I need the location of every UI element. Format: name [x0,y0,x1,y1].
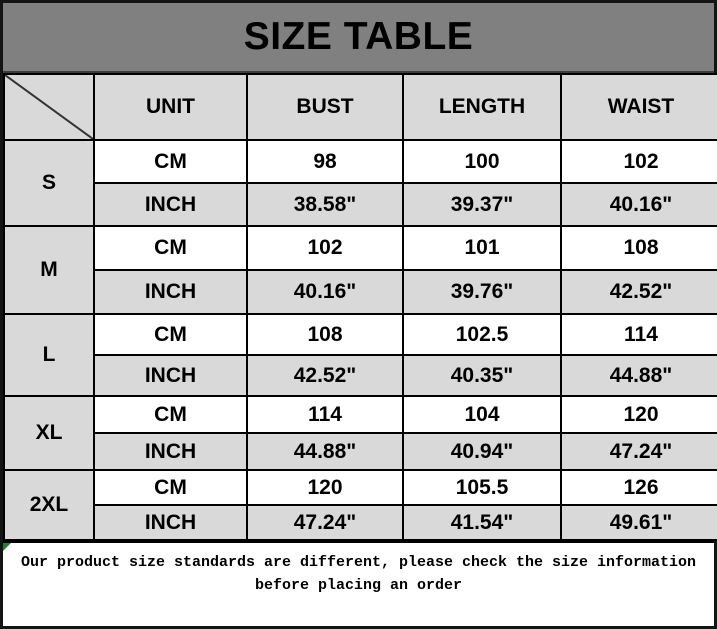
size-note-text: Our product size standards are different… [20,554,697,595]
column-header-waist: WAIST [560,73,717,141]
l-cm-waist: 114 [560,313,717,356]
m-cm-bust: 102 [246,225,404,271]
size-label-s: S [3,139,95,227]
2xl-cm-unit: CM [93,469,248,506]
2xl-inch-length: 41.54" [402,504,562,541]
m-cm-unit: CM [93,225,248,271]
2xl-inch-bust: 47.24" [246,504,404,541]
l-cm-unit: CM [93,313,248,356]
xl-inch-unit: INCH [93,432,248,471]
row-m-cm: M CM 102 101 108 [3,225,717,315]
xl-cm-bust: 114 [246,395,404,434]
m-inch-bust: 40.16" [246,269,404,315]
s-inch-unit: INCH [93,182,248,227]
row-2xl-inch: INCH 47.24" 41.54" 49.61" [4,504,717,541]
xl-inch-bust: 44.88" [246,432,404,471]
cell-corner-marker-icon [3,543,11,551]
xl-inch-length: 40.94" [402,432,562,471]
xl-cm-length: 104 [402,395,562,434]
diagonal-line-icon [5,75,93,139]
row-l-inch: INCH 42.52" 40.35" 44.88" [4,354,717,397]
row-l-cm: L CM 108 102.5 114 [3,313,717,397]
l-inch-bust: 42.52" [246,354,404,397]
xl-cm-unit: CM [93,395,248,434]
column-header-bust: BUST [246,73,404,141]
l-cm-length: 102.5 [402,313,562,356]
row-xl-cm: XL CM 114 104 120 [3,395,717,471]
s-cm-waist: 102 [560,139,717,184]
2xl-cm-bust: 120 [246,469,404,506]
2xl-cm-waist: 126 [560,469,717,506]
xl-cm-waist: 120 [560,395,717,434]
row-m-inch: INCH 40.16" 39.76" 42.52" [4,269,717,315]
l-inch-length: 40.35" [402,354,562,397]
s-inch-length: 39.37" [402,182,562,227]
s-cm-unit: CM [93,139,248,184]
s-inch-bust: 38.58" [246,182,404,227]
xl-inch-waist: 47.24" [560,432,717,471]
2xl-inch-unit: INCH [93,504,248,541]
row-xl-inch: INCH 44.88" 40.94" 47.24" [4,432,717,471]
column-header-unit: UNIT [93,73,248,141]
s-cm-length: 100 [402,139,562,184]
row-s-inch: INCH 38.58" 39.37" 40.16" [4,182,717,227]
header-row: UNIT BUST LENGTH WAIST [3,73,717,141]
size-table-grid: UNIT BUST LENGTH WAIST S CM 98 100 102 I… [3,73,717,541]
m-inch-unit: INCH [93,269,248,315]
row-2xl-cm: 2XL CM 120 105.5 126 [3,469,717,541]
2xl-cm-length: 105.5 [402,469,562,506]
s-cm-bust: 98 [246,139,404,184]
diagonal-header-cell [3,73,95,141]
size-label-xl: XL [3,395,95,471]
size-label-2xl: 2XL [3,469,95,541]
table-title: SIZE TABLE [3,3,714,73]
2xl-inch-waist: 49.61" [560,504,717,541]
size-note: Our product size standards are different… [3,541,714,626]
l-inch-waist: 44.88" [560,354,717,397]
m-cm-length: 101 [402,225,562,271]
size-label-l: L [3,313,95,397]
m-cm-waist: 108 [560,225,717,271]
size-label-m: M [3,225,95,315]
m-inch-waist: 42.52" [560,269,717,315]
l-inch-unit: INCH [93,354,248,397]
s-inch-waist: 40.16" [560,182,717,227]
m-inch-length: 39.76" [402,269,562,315]
column-header-length: LENGTH [402,73,562,141]
row-s-cm: S CM 98 100 102 [3,139,717,227]
l-cm-bust: 108 [246,313,404,356]
